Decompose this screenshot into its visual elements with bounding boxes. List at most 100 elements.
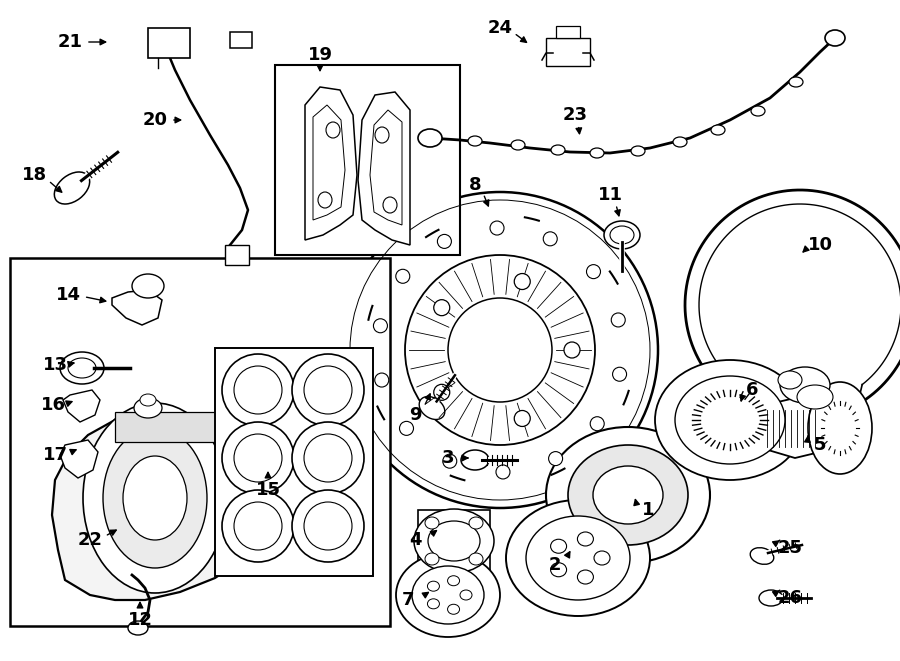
Ellipse shape xyxy=(447,604,460,614)
Ellipse shape xyxy=(564,342,580,358)
Ellipse shape xyxy=(460,590,472,600)
Ellipse shape xyxy=(318,192,332,208)
Text: 12: 12 xyxy=(128,611,152,629)
Text: 11: 11 xyxy=(598,186,623,204)
Ellipse shape xyxy=(396,553,500,637)
Polygon shape xyxy=(556,26,580,38)
Ellipse shape xyxy=(825,30,845,46)
Polygon shape xyxy=(358,92,410,245)
Ellipse shape xyxy=(526,516,630,600)
Ellipse shape xyxy=(797,385,833,409)
Ellipse shape xyxy=(412,566,484,624)
Ellipse shape xyxy=(68,358,96,378)
Ellipse shape xyxy=(374,319,387,332)
Ellipse shape xyxy=(778,371,802,389)
Text: 14: 14 xyxy=(56,286,80,304)
Text: 17: 17 xyxy=(42,446,68,464)
Ellipse shape xyxy=(396,269,410,284)
Ellipse shape xyxy=(511,140,525,150)
Ellipse shape xyxy=(631,146,645,156)
Ellipse shape xyxy=(437,235,452,249)
Polygon shape xyxy=(52,412,258,600)
Ellipse shape xyxy=(514,274,530,290)
Bar xyxy=(10,258,390,626)
Text: 25: 25 xyxy=(778,539,803,557)
Polygon shape xyxy=(546,38,590,66)
Ellipse shape xyxy=(292,422,364,494)
Bar xyxy=(225,245,249,265)
Ellipse shape xyxy=(590,148,604,158)
Bar xyxy=(230,32,252,48)
Ellipse shape xyxy=(434,384,450,401)
Ellipse shape xyxy=(551,563,567,577)
Ellipse shape xyxy=(418,129,442,147)
Text: 2: 2 xyxy=(549,556,562,574)
Ellipse shape xyxy=(428,134,442,144)
Ellipse shape xyxy=(546,427,710,563)
Ellipse shape xyxy=(461,450,489,470)
Text: 15: 15 xyxy=(256,481,281,499)
Polygon shape xyxy=(112,290,162,325)
Ellipse shape xyxy=(222,354,294,426)
Text: 22: 22 xyxy=(77,531,103,549)
Ellipse shape xyxy=(808,382,872,474)
Ellipse shape xyxy=(568,445,688,545)
Ellipse shape xyxy=(103,428,207,568)
Ellipse shape xyxy=(578,570,593,584)
Ellipse shape xyxy=(610,226,634,244)
Text: 26: 26 xyxy=(778,589,803,607)
Polygon shape xyxy=(63,390,100,422)
Ellipse shape xyxy=(128,621,148,635)
Ellipse shape xyxy=(326,122,340,138)
Ellipse shape xyxy=(611,313,625,327)
Ellipse shape xyxy=(425,517,439,529)
Bar xyxy=(148,28,190,58)
Ellipse shape xyxy=(594,551,610,565)
Ellipse shape xyxy=(468,136,482,146)
Text: 8: 8 xyxy=(469,176,482,194)
Ellipse shape xyxy=(414,509,494,573)
Ellipse shape xyxy=(134,398,162,418)
Ellipse shape xyxy=(342,192,658,508)
Ellipse shape xyxy=(222,490,294,562)
Ellipse shape xyxy=(443,454,457,468)
Ellipse shape xyxy=(292,490,364,562)
Ellipse shape xyxy=(60,352,104,384)
Ellipse shape xyxy=(759,590,783,606)
Ellipse shape xyxy=(780,367,830,403)
Polygon shape xyxy=(60,440,98,478)
Ellipse shape xyxy=(551,145,565,155)
Bar xyxy=(275,65,460,255)
Text: 4: 4 xyxy=(409,531,421,549)
Text: 13: 13 xyxy=(42,356,68,374)
Ellipse shape xyxy=(428,521,480,561)
Text: 18: 18 xyxy=(22,166,48,184)
Ellipse shape xyxy=(544,232,557,246)
Ellipse shape xyxy=(375,127,389,143)
Text: 24: 24 xyxy=(488,19,512,37)
Ellipse shape xyxy=(428,581,439,591)
Ellipse shape xyxy=(751,548,774,564)
Text: 21: 21 xyxy=(58,33,83,51)
Ellipse shape xyxy=(54,172,90,204)
Text: 19: 19 xyxy=(308,46,332,64)
Bar xyxy=(418,510,490,572)
Bar xyxy=(215,348,373,576)
Ellipse shape xyxy=(506,500,650,616)
Text: 20: 20 xyxy=(142,111,167,129)
Ellipse shape xyxy=(751,106,765,116)
Ellipse shape xyxy=(400,421,413,436)
Ellipse shape xyxy=(374,373,389,387)
Ellipse shape xyxy=(514,410,530,426)
Ellipse shape xyxy=(590,416,604,431)
Ellipse shape xyxy=(604,221,640,249)
Ellipse shape xyxy=(578,532,593,546)
Ellipse shape xyxy=(222,422,294,494)
Ellipse shape xyxy=(425,553,439,565)
Text: 23: 23 xyxy=(562,106,588,124)
Ellipse shape xyxy=(490,221,504,235)
Ellipse shape xyxy=(551,539,567,553)
Ellipse shape xyxy=(447,576,460,586)
Text: 1: 1 xyxy=(642,501,654,519)
Polygon shape xyxy=(765,398,828,458)
